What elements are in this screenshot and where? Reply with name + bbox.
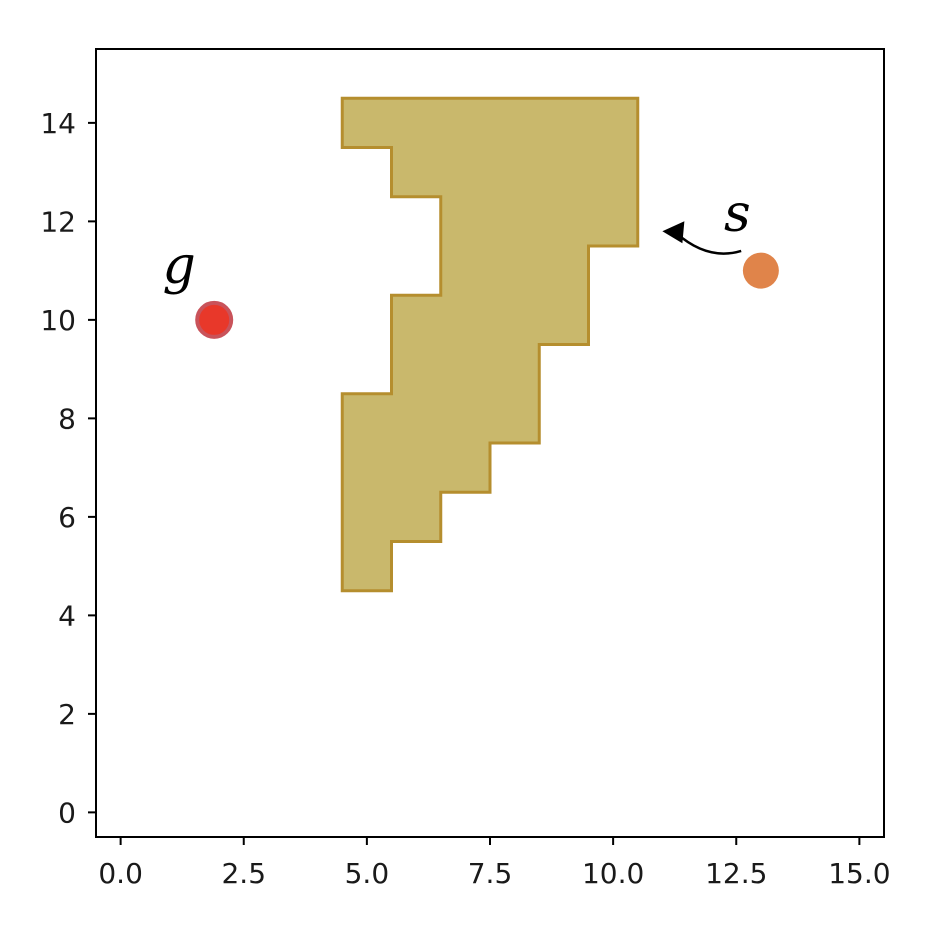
x-tick-label: 2.5: [221, 857, 266, 890]
markers: gs: [162, 184, 779, 339]
goal-marker: [195, 300, 234, 339]
x-tick-label: 15.0: [828, 857, 890, 890]
x-axis: 0.0 2.5 5.0 7.5 10.0 12.5 15.0: [98, 837, 891, 890]
y-tick-label: 8: [58, 402, 76, 435]
y-tick-label: 12: [40, 205, 76, 238]
x-tick-label: 10.0: [582, 857, 644, 890]
x-tick-label: 7.5: [468, 857, 513, 890]
y-tick-label: 4: [58, 599, 76, 632]
y-tick-label: 10: [40, 304, 76, 337]
goal-label: g: [162, 236, 195, 296]
x-tick-label: 5.0: [345, 857, 390, 890]
move-arrow-head: [662, 221, 685, 244]
y-axis: 0 2 4 6 8 10 12 14: [40, 107, 96, 829]
highlight-region: [340, 96, 640, 593]
y-tick-label: 6: [58, 501, 76, 534]
y-tick-label: 14: [40, 107, 76, 140]
y-tick-label: 2: [58, 698, 76, 731]
y-tick-label: 0: [58, 796, 76, 829]
start-marker: [742, 252, 779, 289]
x-tick-label: 0.0: [98, 857, 143, 890]
x-tick-label: 12.5: [705, 857, 767, 890]
start-label: s: [724, 184, 751, 244]
